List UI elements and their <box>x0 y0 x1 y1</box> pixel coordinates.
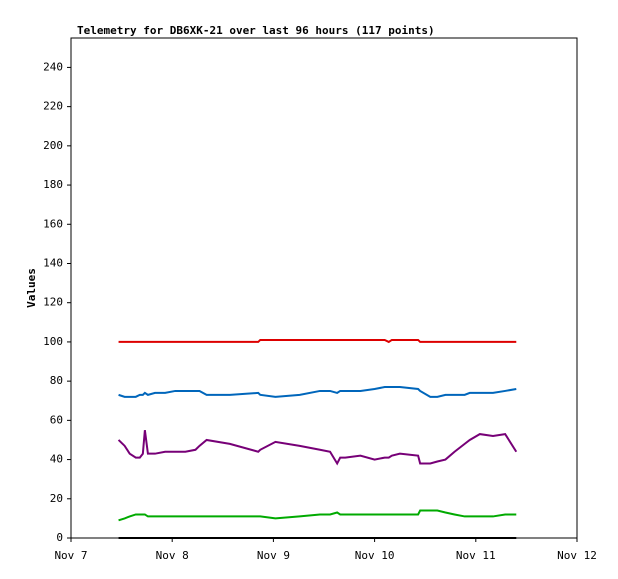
x-tick-label: Nov 11 <box>456 549 496 562</box>
x-tick-label: Nov 12 <box>557 549 597 562</box>
x-tick-label: Nov 8 <box>156 549 189 562</box>
series-line <box>118 338 517 344</box>
plot-frame <box>70 37 578 539</box>
y-tick-label: 0 <box>56 531 63 544</box>
series-line <box>118 509 517 522</box>
y-tick-label: 180 <box>43 178 63 191</box>
y-tick-label: 160 <box>43 217 63 230</box>
y-tick-label: 40 <box>50 453 63 466</box>
x-tick-label: Nov 9 <box>257 549 290 562</box>
y-tick-label: 140 <box>43 256 63 269</box>
y-tick-label: 120 <box>43 296 63 309</box>
y-tick-label: 100 <box>43 335 63 348</box>
y-tick-label: 80 <box>50 374 63 387</box>
y-tick-label: 220 <box>43 100 63 113</box>
x-tick-label: Nov 7 <box>54 549 87 562</box>
x-tick-label: Nov 10 <box>355 549 395 562</box>
y-tick-label: 200 <box>43 139 63 152</box>
y-axis-label: Values <box>25 268 38 308</box>
series-line <box>118 386 517 398</box>
y-tick-label: 60 <box>50 413 63 426</box>
y-tick-label: 20 <box>50 492 63 505</box>
y-tick-label: 240 <box>43 60 63 73</box>
chart-title: Telemetry for DB6XK-21 over last 96 hour… <box>77 24 435 37</box>
series-line <box>117 430 518 466</box>
